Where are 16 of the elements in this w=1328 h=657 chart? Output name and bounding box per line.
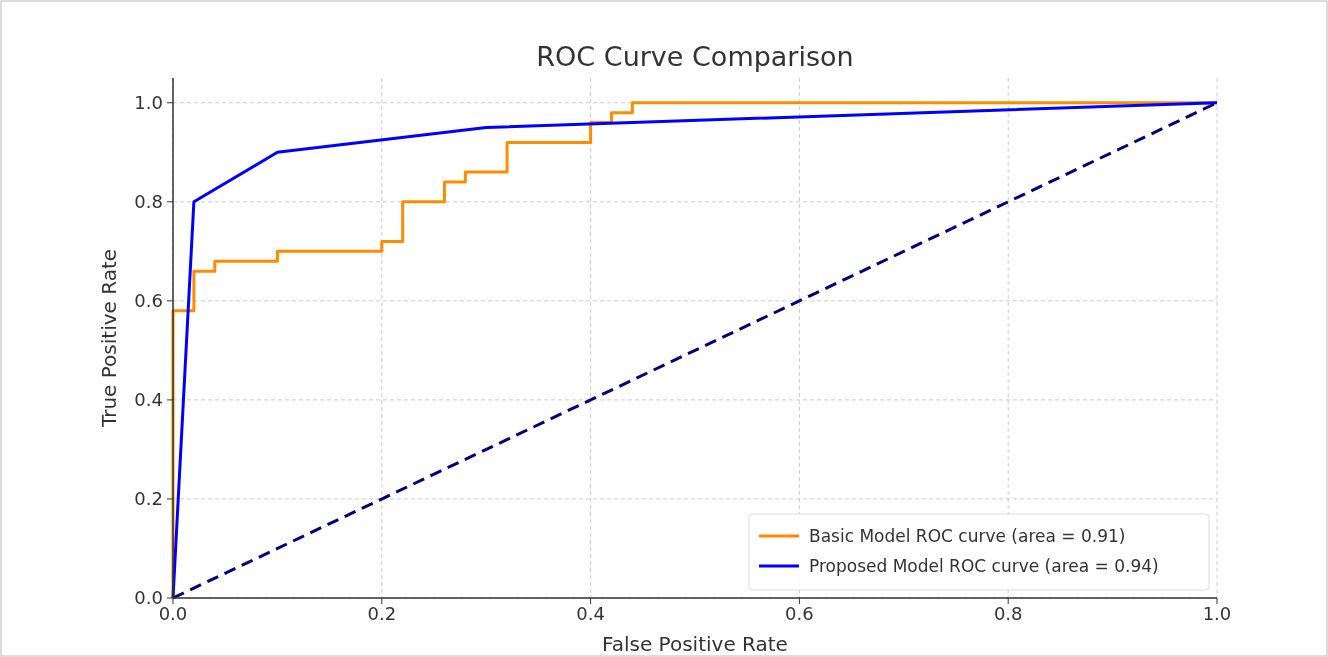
x-tick-label: 0.4 [576, 603, 605, 624]
legend-label: Proposed Model ROC curve (area = 0.94) [809, 555, 1159, 576]
legend-label: Basic Model ROC curve (area = 0.91) [809, 525, 1126, 546]
x-tick-label: 0.2 [367, 603, 397, 624]
y-tick-label: 0.2 [134, 488, 163, 510]
x-tick-label: 0.6 [785, 603, 814, 624]
y-tick-label: 1.0 [134, 92, 163, 114]
y-axis-title: True Positive Rate [97, 248, 121, 429]
y-tick-label: 0.6 [134, 290, 163, 312]
x-tick-label: 0.8 [993, 603, 1023, 624]
x-tick-label: 0.0 [158, 603, 188, 624]
x-axis-title: False Positive Rate [602, 632, 788, 656]
y-tick-label: 0.8 [134, 191, 163, 213]
chart-title: ROC Curve Comparison [536, 41, 854, 72]
y-tick-label: 0.4 [134, 389, 163, 411]
x-tick-label: 1.0 [1202, 603, 1232, 624]
